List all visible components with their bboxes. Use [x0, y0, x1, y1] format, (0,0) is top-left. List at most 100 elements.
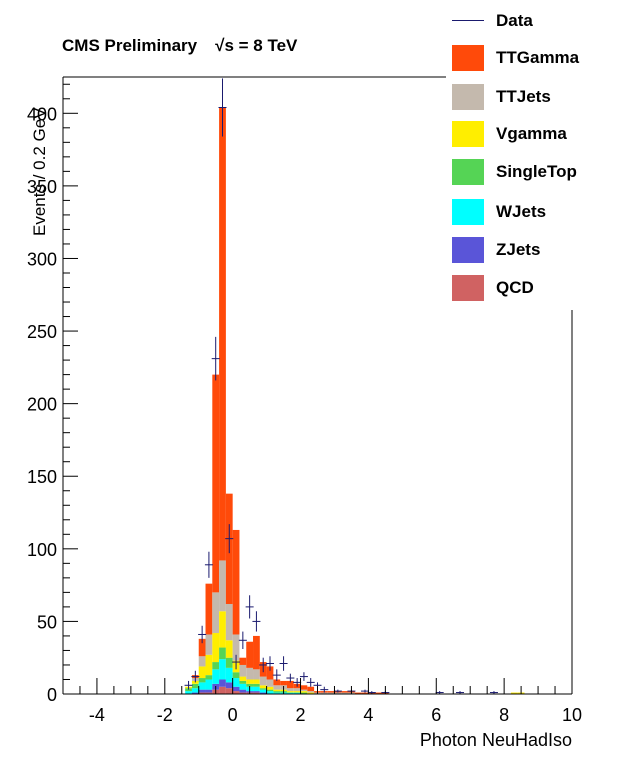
x-tick-label: 4 — [363, 705, 373, 725]
bar-qcd — [253, 692, 260, 694]
bar-wjets — [219, 659, 226, 680]
bar-ttgamma — [300, 685, 308, 690]
bar-ttjets — [327, 692, 335, 694]
bar-singletop — [239, 680, 247, 684]
bar-singletop — [266, 689, 274, 692]
bar-ttgamma — [266, 666, 274, 680]
y-tick-label: 50 — [37, 612, 57, 632]
legend-item-zjets: ZJets — [452, 237, 632, 267]
bar-vgamma — [259, 685, 267, 689]
bar-wjets — [273, 692, 281, 694]
bar-ttjets — [219, 560, 226, 612]
x-tick-label: 6 — [431, 705, 441, 725]
bar-ttjets — [286, 688, 294, 692]
bar-wjets — [259, 689, 267, 693]
bar-vgamma — [253, 679, 260, 684]
bar-qcd — [205, 692, 213, 694]
bar-qcd — [198, 692, 206, 694]
x-tick-label: 8 — [499, 705, 509, 725]
bar-vgamma — [300, 691, 308, 693]
experiment-label: CMS Preliminary — [62, 36, 198, 55]
bar-ttjets — [246, 667, 254, 680]
bar-vgamma — [225, 640, 233, 658]
bar-wjets — [212, 669, 220, 684]
bar-vgamma — [212, 633, 220, 663]
bar-vgamma — [239, 676, 247, 681]
bar-wjets — [286, 692, 294, 694]
legend-label: SingleTop — [496, 162, 577, 181]
legend-item-vgamma: Vgamma — [452, 121, 632, 151]
x-tick-label: 10 — [562, 705, 582, 725]
bar-zjets — [253, 691, 260, 693]
chart-title: CMS Preliminary √s = 8 TeV — [62, 36, 297, 56]
bar-wjets — [253, 686, 260, 692]
bar-vgamma — [293, 691, 301, 693]
bar-zjets — [239, 689, 247, 693]
bar-vgamma — [510, 692, 518, 694]
bar-ttgamma — [280, 680, 287, 686]
bar-ttjets — [320, 692, 328, 694]
bar-singletop — [259, 688, 267, 690]
bar-ttgamma — [246, 641, 254, 668]
bar-ttjets — [341, 692, 349, 694]
legend-item-wjets: WJets — [452, 199, 632, 229]
bar-wjets — [232, 678, 240, 687]
bar-ttjets — [259, 676, 267, 686]
bar-singletop — [205, 675, 213, 680]
bar-wjets — [205, 679, 213, 690]
legend-swatch — [452, 199, 484, 225]
bar-ttgamma — [375, 692, 382, 694]
bar-vgamma — [246, 679, 254, 684]
bar-wjets — [266, 691, 274, 694]
legend-item-ttjets: TTJets — [452, 84, 632, 114]
bar-wjets — [239, 683, 247, 690]
legend-item-data: Data — [452, 8, 632, 38]
y-tick-label: 250 — [27, 322, 57, 342]
energy-label: √s = 8 TeV — [215, 36, 298, 55]
y-tick-label: 400 — [27, 104, 57, 124]
bar-ttgamma — [232, 529, 240, 635]
bar-wjets — [185, 691, 192, 694]
bar-ttjets — [334, 692, 342, 694]
bar-qcd — [219, 686, 226, 694]
bar-zjets — [225, 682, 233, 689]
bar-qcd — [239, 692, 247, 694]
bar-wjets — [225, 667, 233, 683]
bar-ttjets — [198, 656, 206, 667]
x-axis-title: Photon NeuHadIso — [419, 730, 572, 750]
bar-wjets — [191, 688, 199, 693]
legend-label: Data — [496, 11, 533, 30]
legend-label: Vgamma — [496, 124, 567, 143]
bar-ttgamma — [341, 691, 349, 693]
y-tick-label: 350 — [27, 177, 57, 197]
bar-singletop — [198, 678, 206, 683]
bar-ttgamma — [212, 374, 220, 593]
bar-ttgamma — [198, 638, 206, 657]
bar-vgamma — [219, 611, 226, 648]
y-tick-label: 150 — [27, 467, 57, 487]
bar-ttjets — [232, 634, 240, 661]
bar-ttjets — [307, 691, 315, 693]
bar-singletop — [232, 672, 240, 679]
x-tick-label: 0 — [228, 705, 238, 725]
bar-singletop — [212, 662, 220, 670]
bar-ttgamma — [361, 692, 369, 694]
legend-item-qcd: QCD — [452, 275, 632, 305]
legend-swatch — [452, 45, 484, 71]
bar-ttjets — [253, 669, 260, 680]
bar-ttjets — [225, 603, 233, 641]
bar-ttgamma — [354, 692, 362, 694]
x-tick-label: -2 — [157, 705, 173, 725]
bar-vgamma — [307, 692, 315, 694]
bar-singletop — [191, 683, 199, 689]
bar-ttgamma — [286, 680, 294, 689]
bar-zjets — [191, 692, 199, 694]
legend-label: WJets — [496, 202, 547, 221]
bar-vgamma — [198, 666, 206, 679]
legend-swatch — [452, 237, 484, 263]
bar-ttjets — [205, 634, 213, 655]
legend-swatch — [452, 159, 484, 185]
bar-qcd — [232, 691, 240, 694]
legend-item-ttgamma: TTGamma — [452, 45, 632, 75]
bar-singletop — [253, 683, 260, 687]
